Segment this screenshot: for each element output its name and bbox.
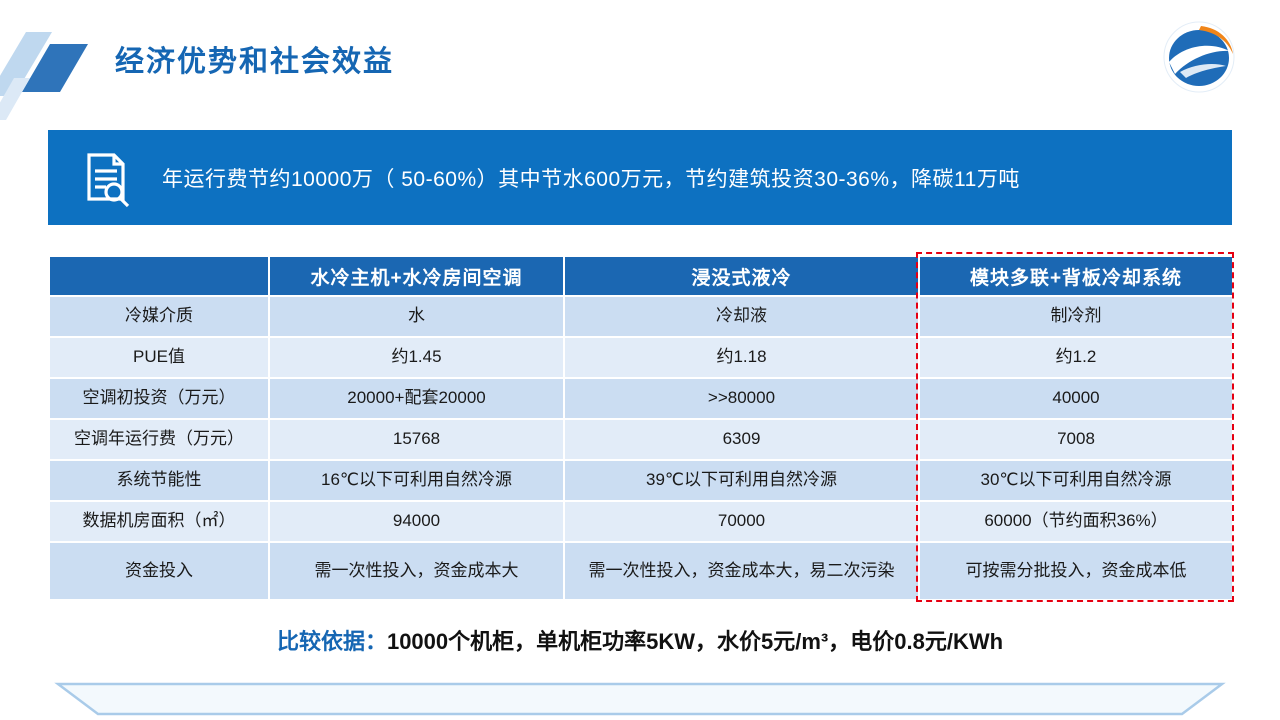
column-header-system2: 浸没式液冷 xyxy=(563,255,920,297)
table-cell: 可按需分批投入，资金成本低 xyxy=(918,541,1234,601)
table-cell: 约1.2 xyxy=(918,336,1234,379)
company-logo xyxy=(1163,21,1235,93)
summary-banner: 年运行费节约10000万（ 50-60%）其中节水600万元，节约建筑投资30-… xyxy=(48,130,1232,225)
banner-text: 年运行费节约10000万（ 50-60%）其中节水600万元，节约建筑投资30-… xyxy=(162,167,1020,191)
table-cell: 39℃以下可利用自然冷源 xyxy=(563,459,920,502)
table-row: 空调年运行费（万元） 15768 6309 7008 xyxy=(48,418,1234,461)
bottom-decoration xyxy=(54,682,1226,716)
footnote-text: 10000个机柜，单机柜功率5KW，水价5元/m³，电价0.8元/KWh xyxy=(386,629,1004,654)
row-label: 空调年运行费（万元） xyxy=(48,418,270,461)
table-cell: 40000 xyxy=(918,377,1234,420)
table-cell: 需一次性投入，资金成本大 xyxy=(268,541,565,601)
table-cell: 70000 xyxy=(563,500,920,543)
row-label: PUE值 xyxy=(48,336,270,379)
column-header-system1: 水冷主机+水冷房间空调 xyxy=(268,255,565,297)
row-label: 冷媒介质 xyxy=(48,295,270,338)
table-row: 系统节能性 16℃以下可利用自然冷源 39℃以下可利用自然冷源 30℃以下可利用… xyxy=(48,459,1234,502)
table-row: 空调初投资（万元） 20000+配套20000 >>80000 40000 xyxy=(48,377,1234,420)
header-decoration xyxy=(0,32,88,120)
document-search-icon xyxy=(87,152,130,207)
table-cell: 20000+配套20000 xyxy=(268,377,565,420)
row-label: 系统节能性 xyxy=(48,459,270,502)
table-cell: 15768 xyxy=(268,418,565,461)
comparison-table: 水冷主机+水冷房间空调 浸没式液冷 模块多联+背板冷却系统 冷媒介质 水 冷却液… xyxy=(48,255,1234,601)
table-cell: 制冷剂 xyxy=(918,295,1234,338)
table-row: PUE值 约1.45 约1.18 约1.2 xyxy=(48,336,1234,379)
column-header-system3: 模块多联+背板冷却系统 xyxy=(918,255,1234,297)
table-cell: 水 xyxy=(268,295,565,338)
page-title: 经济优势和社会效益 xyxy=(115,46,395,78)
row-label: 数据机房面积（㎡） xyxy=(48,500,270,543)
row-label: 资金投入 xyxy=(48,541,270,601)
table-cell: 冷却液 xyxy=(563,295,920,338)
column-header-blank xyxy=(48,255,270,297)
table-cell: 30℃以下可利用自然冷源 xyxy=(918,459,1234,502)
footnote-label: 比较依据： xyxy=(276,629,387,654)
footnote: 比较依据：10000个机柜，单机柜功率5KW，水价5元/m³，电价0.8元/KW… xyxy=(0,624,1280,656)
table-cell: 6309 xyxy=(563,418,920,461)
table-cell: 约1.45 xyxy=(268,336,565,379)
table-header-row: 水冷主机+水冷房间空调 浸没式液冷 模块多联+背板冷却系统 xyxy=(48,255,1234,297)
table-cell: 94000 xyxy=(268,500,565,543)
table-row: 资金投入 需一次性投入，资金成本大 需一次性投入，资金成本大，易二次污染 可按需… xyxy=(48,541,1234,601)
row-label: 空调初投资（万元） xyxy=(48,377,270,420)
table-row: 数据机房面积（㎡） 94000 70000 60000（节约面积36%） xyxy=(48,500,1234,543)
table-row: 冷媒介质 水 冷却液 制冷剂 xyxy=(48,295,1234,338)
table-cell: 60000（节约面积36%） xyxy=(918,500,1234,543)
table-cell: 需一次性投入，资金成本大，易二次污染 xyxy=(563,541,920,601)
table-cell: 约1.18 xyxy=(563,336,920,379)
table-cell: 7008 xyxy=(918,418,1234,461)
table-cell: 16℃以下可利用自然冷源 xyxy=(268,459,565,502)
table-cell: >>80000 xyxy=(563,377,920,420)
